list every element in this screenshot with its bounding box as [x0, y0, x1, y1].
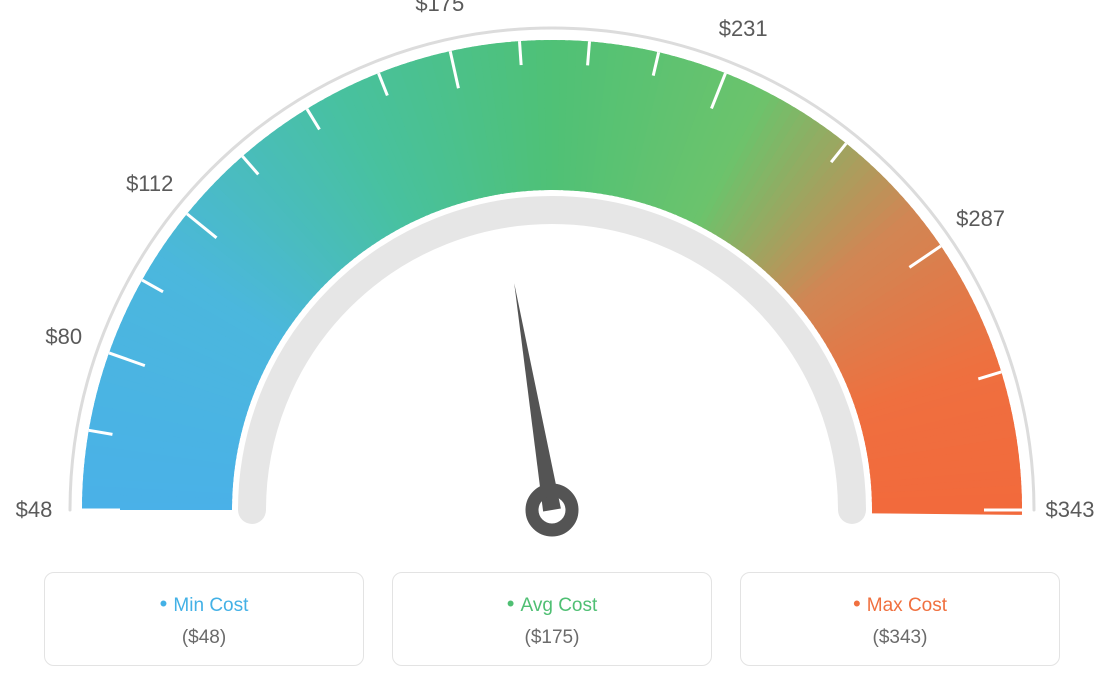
legend-title-avg: Avg Cost [403, 591, 701, 617]
legend-card-max: Max Cost ($343) [740, 572, 1060, 666]
legend-title-max: Max Cost [751, 591, 1049, 617]
gauge-tick-label: $343 [1046, 497, 1095, 523]
legend-value-min: ($48) [55, 627, 353, 649]
gauge-tick-label: $48 [16, 497, 53, 523]
legend-card-min: Min Cost ($48) [44, 572, 364, 666]
gauge-tick-label: $287 [956, 206, 1005, 232]
gauge-tick-label: $80 [45, 324, 82, 350]
gauge-svg [0, 0, 1104, 560]
gauge-tick-label: $175 [415, 0, 464, 17]
legend-card-avg: Avg Cost ($175) [392, 572, 712, 666]
gauge-tick-label: $112 [126, 171, 173, 197]
legend-title-min: Min Cost [55, 591, 353, 617]
cost-gauge-chart: $48 $80 $112 $175 $231 $287 $343 [0, 0, 1104, 560]
legend-row: Min Cost ($48) Avg Cost ($175) Max Cost … [0, 572, 1104, 666]
legend-value-max: ($343) [751, 627, 1049, 649]
gauge-tick-label: $231 [719, 16, 768, 42]
legend-value-avg: ($175) [403, 627, 701, 649]
